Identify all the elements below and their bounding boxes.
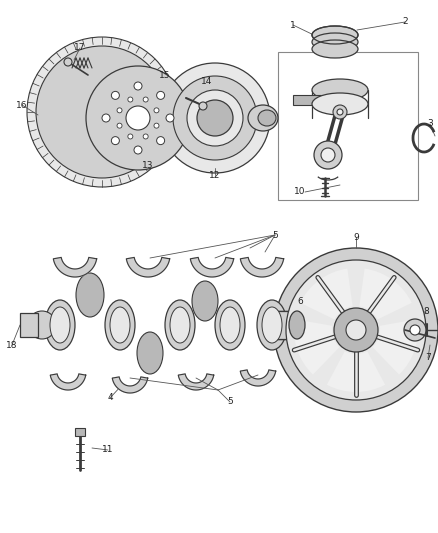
- Circle shape: [154, 108, 159, 113]
- Ellipse shape: [105, 300, 135, 350]
- Circle shape: [128, 134, 133, 139]
- Text: 5: 5: [272, 230, 278, 239]
- Ellipse shape: [312, 26, 358, 44]
- Ellipse shape: [215, 300, 245, 350]
- Ellipse shape: [312, 40, 358, 58]
- Circle shape: [333, 105, 347, 119]
- Circle shape: [36, 46, 168, 178]
- Text: 14: 14: [201, 77, 213, 86]
- Circle shape: [64, 58, 72, 66]
- Circle shape: [410, 325, 420, 335]
- Circle shape: [274, 248, 438, 412]
- Circle shape: [27, 37, 177, 187]
- Text: 18: 18: [6, 341, 18, 350]
- Polygon shape: [240, 257, 284, 277]
- Polygon shape: [112, 377, 148, 393]
- Bar: [20, 313, 38, 337]
- Text: 13: 13: [142, 160, 154, 169]
- Text: 16: 16: [16, 101, 28, 109]
- Circle shape: [154, 123, 159, 128]
- Ellipse shape: [289, 311, 305, 339]
- Text: 9: 9: [353, 232, 359, 241]
- Wedge shape: [300, 269, 353, 319]
- Polygon shape: [178, 374, 214, 390]
- Circle shape: [334, 308, 378, 352]
- Bar: [270, 311, 296, 339]
- Text: 7: 7: [425, 353, 431, 362]
- Ellipse shape: [50, 307, 70, 343]
- Circle shape: [404, 319, 426, 341]
- Circle shape: [134, 82, 142, 90]
- Text: 3: 3: [427, 119, 433, 128]
- Polygon shape: [53, 257, 97, 277]
- Circle shape: [346, 320, 366, 340]
- Circle shape: [117, 123, 122, 128]
- Polygon shape: [191, 257, 233, 277]
- Circle shape: [126, 106, 150, 130]
- Circle shape: [143, 134, 148, 139]
- Text: 8: 8: [423, 308, 429, 317]
- Circle shape: [173, 76, 257, 160]
- Circle shape: [117, 108, 122, 113]
- Wedge shape: [294, 319, 339, 375]
- Wedge shape: [327, 351, 385, 392]
- Ellipse shape: [312, 93, 368, 115]
- Ellipse shape: [312, 33, 358, 51]
- Ellipse shape: [110, 307, 130, 343]
- Circle shape: [28, 311, 56, 339]
- Circle shape: [111, 136, 120, 144]
- Ellipse shape: [170, 307, 190, 343]
- Wedge shape: [359, 269, 412, 319]
- Ellipse shape: [192, 281, 218, 321]
- Ellipse shape: [258, 110, 276, 126]
- Text: 2: 2: [402, 18, 408, 27]
- Circle shape: [187, 90, 243, 146]
- Ellipse shape: [248, 105, 278, 131]
- Wedge shape: [373, 319, 418, 375]
- Text: 12: 12: [209, 171, 221, 180]
- Text: 5: 5: [227, 398, 233, 407]
- Text: 11: 11: [102, 446, 114, 455]
- Circle shape: [86, 66, 190, 170]
- Circle shape: [143, 97, 148, 102]
- Ellipse shape: [45, 300, 75, 350]
- Circle shape: [157, 91, 165, 99]
- Circle shape: [111, 91, 120, 99]
- Ellipse shape: [165, 300, 195, 350]
- Circle shape: [134, 146, 142, 154]
- Circle shape: [157, 136, 165, 144]
- Text: 1: 1: [290, 20, 296, 29]
- Ellipse shape: [76, 273, 104, 317]
- Circle shape: [160, 63, 270, 173]
- Text: 15: 15: [159, 70, 171, 79]
- Text: 17: 17: [74, 44, 86, 52]
- Bar: [293, 95, 321, 105]
- Circle shape: [286, 260, 426, 400]
- Ellipse shape: [312, 79, 368, 101]
- Polygon shape: [50, 374, 86, 390]
- Polygon shape: [126, 257, 170, 277]
- Circle shape: [314, 141, 342, 169]
- Bar: [75, 428, 85, 436]
- Ellipse shape: [220, 307, 240, 343]
- Circle shape: [102, 114, 110, 122]
- Circle shape: [128, 97, 133, 102]
- Circle shape: [199, 102, 207, 110]
- Ellipse shape: [262, 307, 282, 343]
- Bar: [278, 52, 418, 200]
- Circle shape: [321, 148, 335, 162]
- Polygon shape: [240, 370, 276, 386]
- Circle shape: [197, 100, 233, 136]
- Circle shape: [166, 114, 174, 122]
- Text: 10: 10: [293, 188, 305, 197]
- Circle shape: [337, 109, 343, 115]
- Text: 6: 6: [297, 297, 303, 306]
- Ellipse shape: [257, 300, 287, 350]
- Ellipse shape: [137, 332, 163, 374]
- Text: 4: 4: [107, 393, 113, 402]
